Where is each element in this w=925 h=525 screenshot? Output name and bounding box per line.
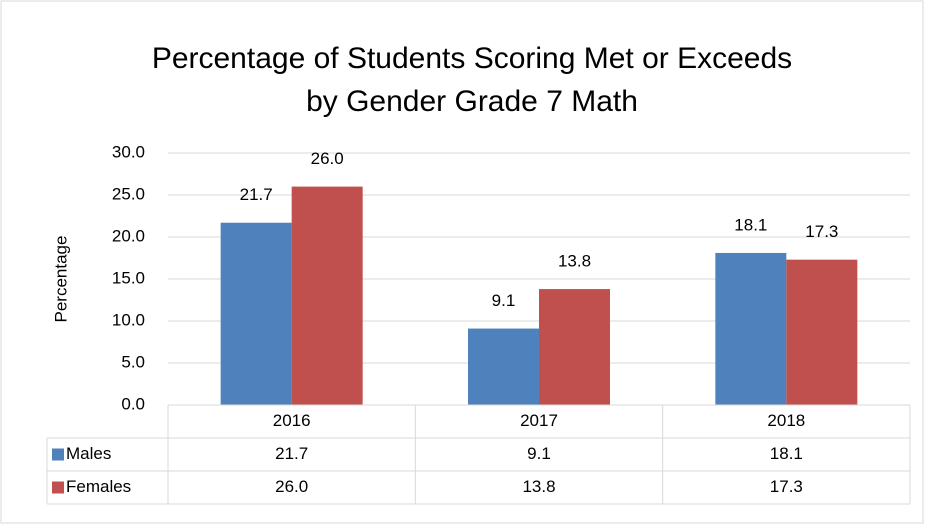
y-tick-label: 5.0 [121, 352, 145, 371]
y-tick-label: 25.0 [112, 184, 145, 203]
x-tick-label: 2018 [767, 411, 805, 430]
table-cell: 18.1 [770, 444, 803, 463]
bar [539, 289, 610, 405]
y-tick-label: 10.0 [112, 310, 145, 329]
bar [468, 328, 539, 405]
table-cell: 9.1 [527, 444, 551, 463]
chart-title: by Gender Grade 7 Math [306, 85, 638, 118]
data-label: 17.3 [805, 222, 838, 241]
y-axis-label: Percentage [51, 236, 70, 323]
legend-key [52, 448, 64, 461]
table-cell: 17.3 [770, 477, 803, 496]
legend-label: Males [66, 444, 111, 463]
bar [291, 186, 363, 405]
data-label: 21.7 [240, 185, 273, 204]
data-label: 13.8 [558, 252, 591, 271]
x-tick-label: 2016 [273, 411, 311, 430]
y-tick-label: 30.0 [112, 142, 145, 161]
y-tick-label: 15.0 [112, 268, 145, 287]
bar [786, 259, 858, 405]
y-tick-label: 20.0 [112, 226, 145, 245]
table-cell: 21.7 [275, 444, 308, 463]
table-cell: 26.0 [275, 477, 308, 496]
data-label: 18.1 [734, 215, 767, 234]
legend-key [52, 481, 64, 494]
data-label: 26.0 [311, 149, 344, 168]
legend-label: Females [66, 477, 131, 496]
y-tick-label: 0.0 [121, 394, 145, 413]
chart-title: Percentage of Students Scoring Met or Ex… [152, 42, 792, 75]
bar [220, 222, 292, 405]
x-tick-label: 2017 [520, 411, 558, 430]
bar [715, 252, 787, 405]
table-cell: 13.8 [522, 477, 555, 496]
data-label: 9.1 [492, 291, 516, 310]
